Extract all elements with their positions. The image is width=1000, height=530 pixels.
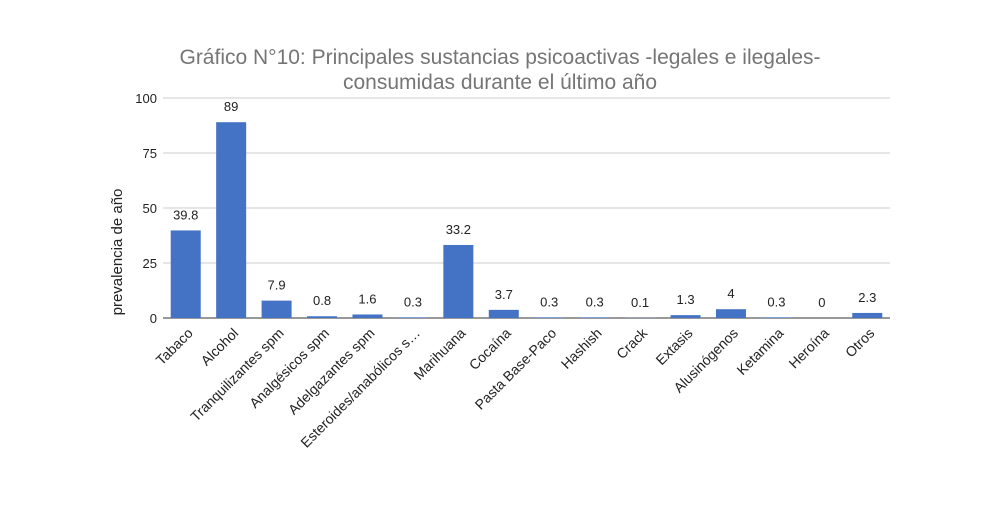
bar [579, 317, 610, 318]
data-label: 0.3 [540, 294, 558, 309]
data-label: 39.8 [173, 207, 198, 222]
x-tick-label: Pasta Base-Paco [472, 325, 560, 413]
data-label: 4 [727, 286, 734, 301]
data-label: 7.9 [268, 278, 286, 293]
bar [534, 317, 565, 318]
data-label: 0.3 [586, 294, 604, 309]
x-tick-label: Tabaco [153, 325, 196, 368]
data-label: 2.3 [858, 290, 876, 305]
x-tick-label: Otros [842, 325, 878, 361]
x-tick-label: Extasis [652, 325, 695, 368]
y-tick-label: 100 [135, 91, 157, 106]
bar [670, 315, 701, 318]
bar [216, 122, 247, 318]
bar [307, 316, 338, 318]
chart-title-line-1: Gráfico N°10: Principales sustancias psi… [179, 46, 820, 69]
data-label: 3.7 [495, 287, 513, 302]
data-label: 89 [224, 99, 238, 114]
bar [170, 230, 201, 318]
y-tick-label: 0 [150, 311, 157, 326]
x-tick-label: Ketamina [733, 325, 786, 378]
x-tick-label: Alcohol [197, 325, 241, 369]
y-tick-label: 75 [143, 146, 157, 161]
x-tick-label: Analgésicos spm [246, 325, 332, 411]
data-label: 0.8 [313, 293, 331, 308]
y-axis-label: prevalencia de año [109, 189, 126, 316]
x-tick-label: Heroína [785, 325, 832, 372]
bar [352, 314, 383, 318]
y-tick-label: 50 [143, 201, 157, 216]
bar [715, 309, 746, 318]
bar [397, 317, 428, 318]
y-tick-label: 25 [143, 256, 157, 271]
x-tick-label: Crack [613, 324, 651, 362]
x-tick-label: Hashish [558, 325, 605, 372]
data-label: 1.6 [358, 291, 376, 306]
bar [852, 312, 883, 318]
data-label: 0.3 [404, 294, 422, 309]
data-label: 0.1 [631, 295, 649, 310]
bar [761, 317, 792, 318]
bar [443, 244, 474, 318]
data-label: 0 [818, 295, 825, 310]
data-label: 0.3 [767, 294, 785, 309]
bar [488, 309, 519, 318]
bar [261, 300, 292, 318]
chart-title-line-2: consumidas durante el último año [343, 71, 657, 94]
data-label: 33.2 [446, 222, 471, 237]
x-tick-label: Adelgazantes spm [285, 325, 378, 418]
data-label: 1.3 [676, 292, 694, 307]
